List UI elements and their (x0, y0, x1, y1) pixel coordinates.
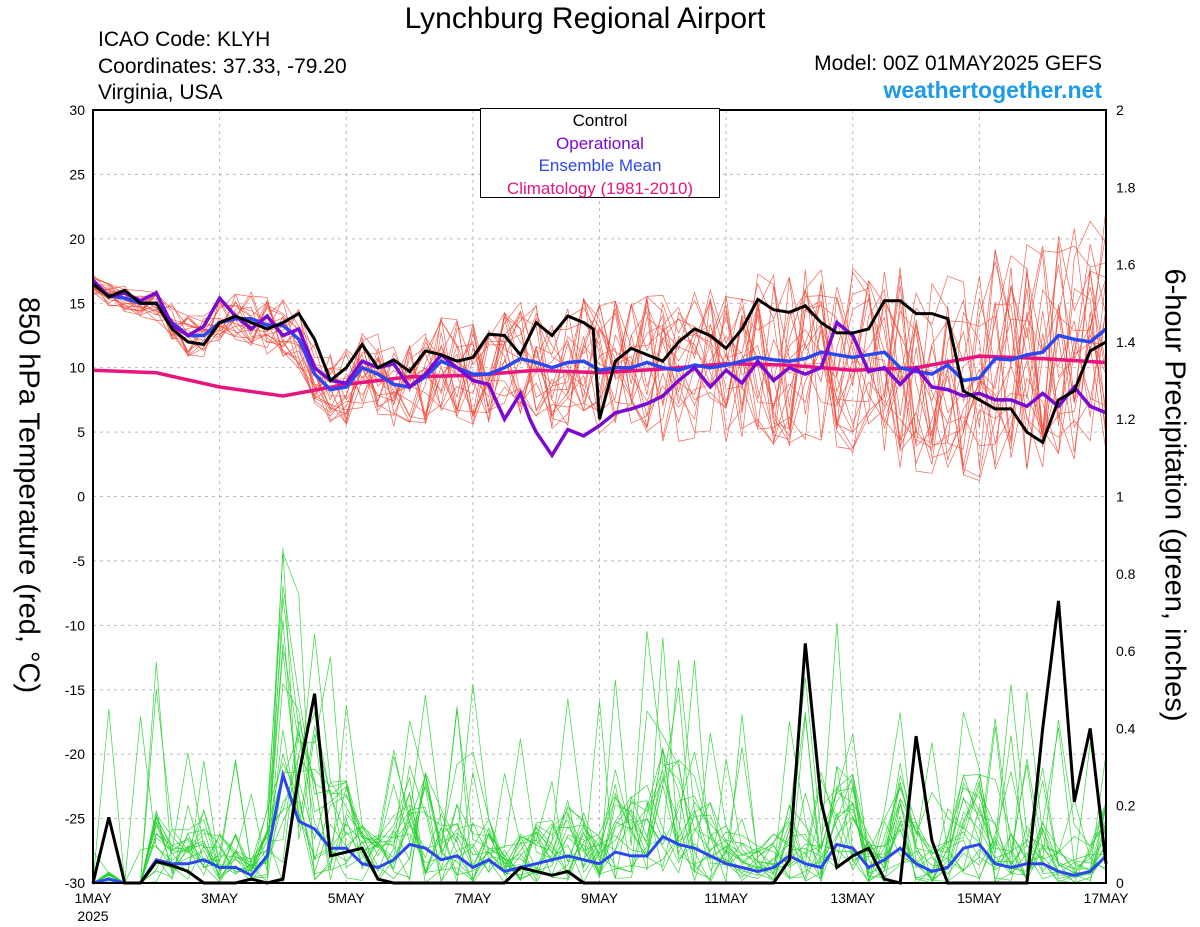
y2-tick-label: 0.6 (1116, 643, 1136, 659)
icao-code: ICAO Code: KLYH (98, 28, 271, 51)
page-title: Lynchburg Regional Airport (404, 2, 766, 35)
x-tick-label: 9MAY (581, 890, 619, 906)
x-tick-label: 17MAY (1084, 890, 1130, 906)
x-tick-label: 11MAY (704, 890, 748, 906)
y-tick-label: -20 (65, 746, 85, 762)
y2-tick-label: 2 (1116, 102, 1124, 118)
ensemble-members-temp (92, 207, 1107, 482)
legend-ensemble-mean: Ensemble Mean (538, 156, 662, 175)
y-tick-label: 10 (69, 360, 85, 376)
y-tick-label: -5 (73, 553, 86, 569)
y2-tick-label: 1.8 (1116, 179, 1136, 195)
precip-member-line (92, 700, 1107, 884)
precip-ensemble-mean-line (92, 769, 1108, 885)
x-tick-label: 5MAY (328, 890, 366, 906)
temp-control-line (92, 282, 1107, 445)
y-tick-label: 30 (69, 102, 85, 118)
y-tick-label: 20 (69, 231, 85, 247)
temp-operational-line (91, 278, 1107, 459)
axes: 302520151050-5-10-15-20-25-3021.81.61.41… (65, 102, 1136, 924)
y2-tick-label: 0.4 (1116, 720, 1136, 736)
x-tick-label: 15MAY (957, 890, 1003, 906)
y-tick-label: -10 (65, 617, 85, 633)
y-tick-label: 25 (69, 166, 85, 182)
y-axis-label-left: 850 hPa Temperature (red, °C) (12, 296, 45, 694)
precip-member-line (92, 547, 1107, 884)
y-axis-label-right: 6-hour Precipitation (green, inches) (1158, 268, 1191, 722)
precip-member-line (92, 643, 1107, 884)
grid-lines (93, 110, 1106, 883)
y-tick-label: -30 (65, 875, 85, 891)
x-tick-label: 13MAY (830, 890, 876, 906)
temp-ensemble-mean-line (91, 282, 1108, 392)
y2-tick-label: 0 (1116, 875, 1124, 891)
y-tick-label: -15 (65, 682, 85, 698)
legend-control: Control (572, 111, 628, 130)
legend: Control Operational Ensemble Mean Climat… (480, 108, 720, 198)
y2-tick-label: 1.4 (1116, 334, 1136, 350)
temp-member-line (92, 235, 1107, 452)
x-sublabel: 2025 (77, 908, 108, 924)
site-link[interactable]: weathertogether.net (883, 77, 1102, 103)
temp-member-line (92, 267, 1107, 474)
temp-climatology-line (92, 354, 1107, 398)
coordinates: Coordinates: 37.33, -79.20 (98, 55, 347, 78)
x-tick-label: 3MAY (201, 890, 239, 906)
series-lines (91, 278, 1108, 885)
y-tick-label: 0 (77, 489, 85, 505)
y2-tick-label: 1.2 (1116, 411, 1136, 427)
temp-member-line (92, 232, 1107, 468)
y2-tick-label: 0.8 (1116, 566, 1136, 582)
y-tick-label: 5 (77, 424, 85, 440)
y2-tick-label: 1.6 (1116, 257, 1136, 273)
temp-member-line (92, 269, 1107, 468)
precip-member-line (92, 687, 1107, 884)
x-tick-label: 1MAY (74, 890, 112, 906)
model-label: Model: 00Z 01MAY2025 GEFS (814, 52, 1102, 75)
state-label: Virginia, USA (98, 81, 223, 104)
legend-climatology: Climatology (1981-2010) (506, 178, 694, 198)
y2-tick-label: 0.2 (1116, 798, 1136, 814)
y-tick-label: 15 (69, 295, 85, 311)
y2-tick-label: 1 (1116, 489, 1124, 505)
x-tick-label: 7MAY (454, 890, 492, 906)
y-tick-label: -25 (65, 811, 85, 827)
legend-operational: Operational (556, 133, 644, 153)
